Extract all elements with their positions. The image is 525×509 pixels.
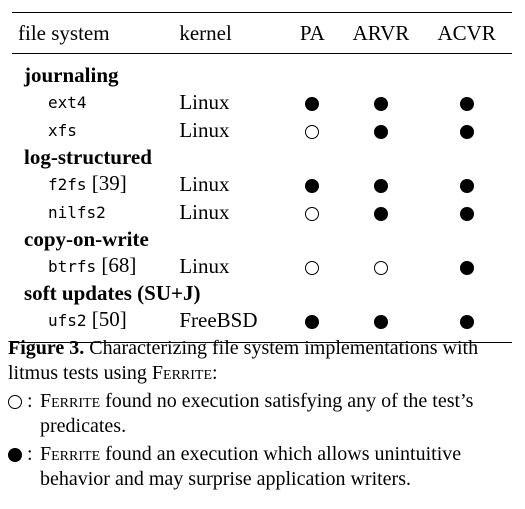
- group-row: journaling: [12, 62, 512, 88]
- empty-circle-icon: [8, 395, 22, 409]
- filled-circle-icon: [459, 179, 474, 194]
- table-row: ext4 Linux: [12, 88, 512, 116]
- filled-circle-icon: [459, 261, 474, 276]
- legend-item-filled: : Ferrite found an execution which allow…: [8, 442, 520, 492]
- pa-cell: [284, 88, 340, 116]
- pa-cell: [284, 306, 340, 334]
- caption-text-end: :: [212, 362, 218, 384]
- kernel-cell: Linux: [179, 172, 230, 196]
- table-row: xfs Linux: [12, 116, 512, 144]
- table-row: nilfs2 Linux: [12, 198, 512, 226]
- citation: [39]: [91, 171, 127, 195]
- filled-circle-icon: [373, 207, 388, 222]
- file-system-cell: xfs: [12, 116, 179, 144]
- acvr-cell: [421, 116, 512, 144]
- caption-paragraph: Figure 3. Characterizing file system imp…: [8, 336, 520, 386]
- legend-colon: :: [27, 390, 33, 412]
- legend-text: found no execution satisfying any of the…: [40, 390, 474, 437]
- header-file-system: file system: [18, 21, 110, 45]
- empty-circle-icon: [305, 207, 320, 222]
- filled-circle-icon: [373, 125, 388, 140]
- kernel-cell: Linux: [179, 118, 230, 142]
- filled-circle-icon: [373, 315, 388, 330]
- acvr-cell: [421, 252, 512, 280]
- group-row: copy-on-write: [12, 226, 512, 252]
- table-row: ufs2 [50] FreeBSD: [12, 306, 512, 334]
- empty-circle-icon: [305, 261, 320, 276]
- filled-circle-icon: [459, 97, 474, 112]
- top-rule: [12, 12, 512, 13]
- caption-label: Figure 3.: [8, 337, 85, 359]
- file-system-name: ext4: [48, 93, 87, 112]
- file-system-name: xfs: [48, 121, 77, 140]
- kernel-cell: Linux: [179, 200, 230, 224]
- kernel-cell: Linux: [179, 254, 230, 278]
- citation: [50]: [91, 307, 127, 331]
- file-system-name: nilfs2: [48, 203, 106, 222]
- filled-circle-icon: [459, 125, 474, 140]
- arvr-cell: [341, 198, 422, 226]
- legend-text: found an execution which allows unintuit…: [40, 443, 462, 490]
- table-header-row: file system kernel PA ARVR ACVR: [12, 13, 512, 54]
- legend-ferrite: Ferrite: [40, 390, 101, 412]
- group-label: soft updates (SU+J): [24, 281, 201, 305]
- header-kernel: kernel: [179, 21, 232, 45]
- group-label: log-structured: [24, 145, 152, 169]
- kernel-cell: FreeBSD: [179, 308, 258, 332]
- acvr-cell: [421, 306, 512, 334]
- header-rule: [12, 53, 512, 54]
- file-system-cell: f2fs [39]: [12, 170, 179, 198]
- file-system-name: ufs2: [48, 311, 87, 330]
- legend-item-empty: : Ferrite found no execution satisfying …: [8, 389, 520, 439]
- file-system-cell: ext4: [12, 88, 179, 116]
- citation: [68]: [101, 253, 137, 277]
- kernel-cell: Linux: [179, 90, 230, 114]
- pa-cell: [284, 116, 340, 144]
- filled-circle-icon: [459, 207, 474, 222]
- acvr-cell: [421, 198, 512, 226]
- file-system-cell: nilfs2: [12, 198, 179, 226]
- header-pa: PA: [299, 21, 325, 45]
- arvr-cell: [341, 170, 422, 198]
- acvr-cell: [421, 170, 512, 198]
- empty-circle-icon: [305, 125, 320, 140]
- figure-caption: Figure 3. Characterizing file system imp…: [8, 336, 520, 492]
- litmus-results-table: file system kernel PA ARVR ACVR journali…: [12, 12, 512, 343]
- file-system-name: btrfs: [48, 257, 97, 276]
- group-label: journaling: [24, 63, 119, 87]
- arvr-cell: [341, 252, 422, 280]
- group-row: log-structured: [12, 144, 512, 170]
- acvr-cell: [421, 88, 512, 116]
- arvr-cell: [341, 116, 422, 144]
- caption-text: Characterizing file system implementatio…: [8, 337, 479, 384]
- pa-cell: [284, 252, 340, 280]
- filled-circle-icon: [459, 315, 474, 330]
- filled-circle-icon: [8, 448, 22, 462]
- empty-circle-icon: [373, 261, 388, 276]
- filled-circle-icon: [373, 179, 388, 194]
- header-acvr: ACVR: [437, 21, 496, 45]
- filled-circle-icon: [305, 315, 320, 330]
- group-label: copy-on-write: [24, 227, 149, 251]
- bottom-rule: [12, 342, 512, 343]
- arvr-cell: [341, 306, 422, 334]
- file-system-name: f2fs: [48, 175, 87, 194]
- filled-circle-icon: [373, 97, 388, 112]
- caption-ferrite: Ferrite: [151, 362, 213, 384]
- file-system-cell: btrfs [68]: [12, 252, 179, 280]
- file-system-cell: ufs2 [50]: [12, 306, 179, 334]
- header-arvr: ARVR: [352, 21, 410, 45]
- legend-colon: :: [27, 443, 33, 465]
- filled-circle-icon: [305, 97, 320, 112]
- arvr-cell: [341, 88, 422, 116]
- pa-cell: [284, 198, 340, 226]
- legend-ferrite: Ferrite: [40, 443, 101, 465]
- filled-circle-icon: [305, 179, 320, 194]
- table-row: btrfs [68] Linux: [12, 252, 512, 280]
- group-row: soft updates (SU+J): [12, 280, 512, 306]
- pa-cell: [284, 170, 340, 198]
- table-row: f2fs [39] Linux: [12, 170, 512, 198]
